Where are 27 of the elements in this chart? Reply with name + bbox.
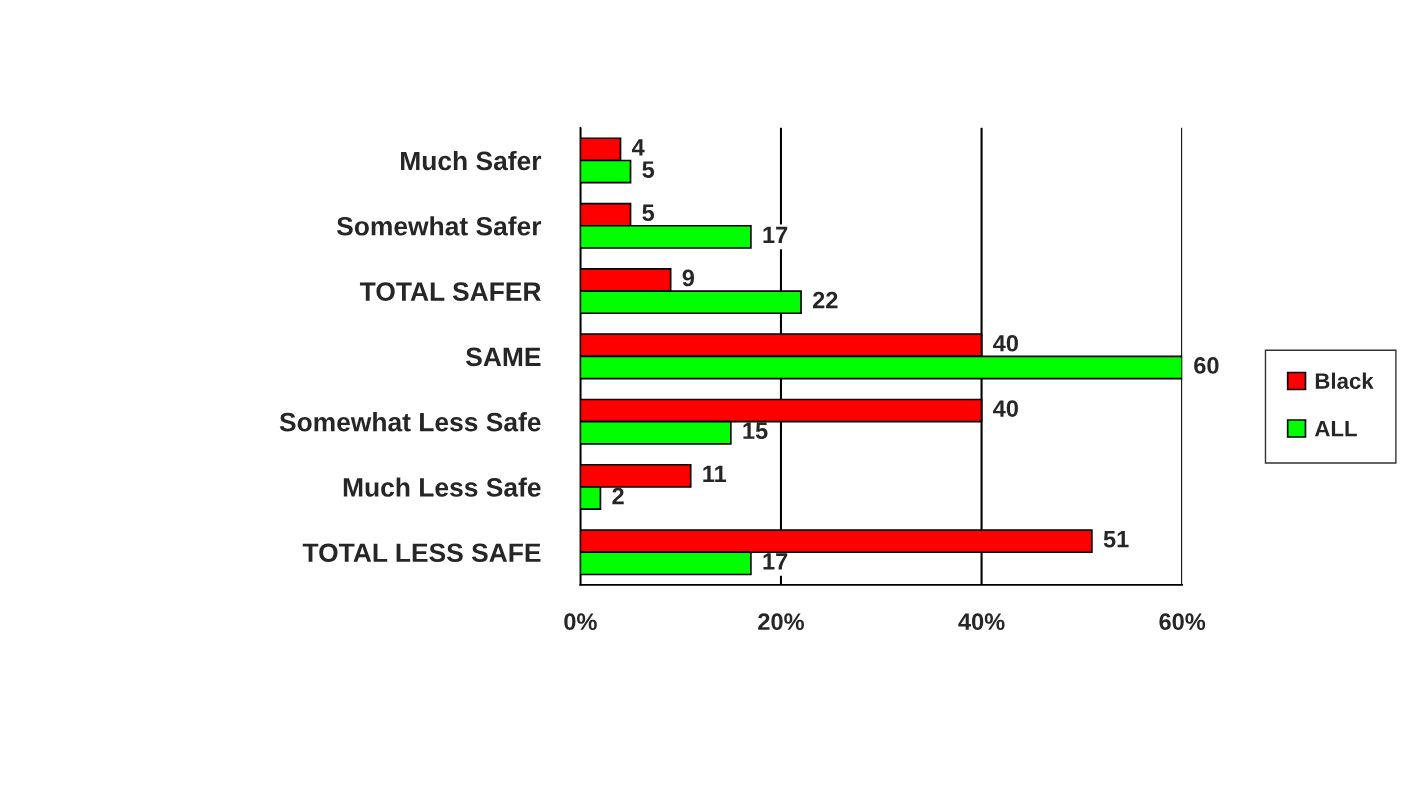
data-label: 4 (631, 139, 645, 156)
data-label: 5 (642, 204, 655, 222)
data-label: 60 (1194, 357, 1219, 374)
data-label: 40 (993, 334, 1018, 352)
data-label: 17 (763, 226, 788, 243)
data-label: 9 (682, 269, 695, 287)
data-label: 2 (612, 487, 624, 505)
data-label: 40 (993, 400, 1018, 417)
x-tick-label: 60% (1159, 613, 1206, 631)
y-tick-label: Somewhat Safer (336, 216, 542, 236)
y-tick-label: Much Safer (401, 150, 542, 171)
x-tick-label: 40% (958, 613, 1005, 631)
y-tick-label: TOTAL SAFER (359, 282, 541, 301)
data-label: 17 (763, 553, 788, 570)
data-label: 22 (812, 291, 838, 309)
data-label: 11 (703, 465, 727, 482)
y-tick-label: SAME (466, 347, 541, 367)
legend-label: ALL (1314, 420, 1357, 437)
y-tick-label: Much Less Safe (343, 477, 541, 497)
x-tick-label: 0% (564, 613, 597, 631)
x-tick-label: 20% (758, 613, 804, 631)
y-tick-label: Somewhat Less Safe (279, 412, 541, 432)
data-label: 51 (1103, 531, 1129, 548)
legend-label: Black (1315, 372, 1374, 389)
data-label: 15 (743, 422, 768, 440)
data-label: 5 (642, 161, 655, 178)
y-tick-label: TOTAL LESS SAFE (302, 543, 541, 563)
